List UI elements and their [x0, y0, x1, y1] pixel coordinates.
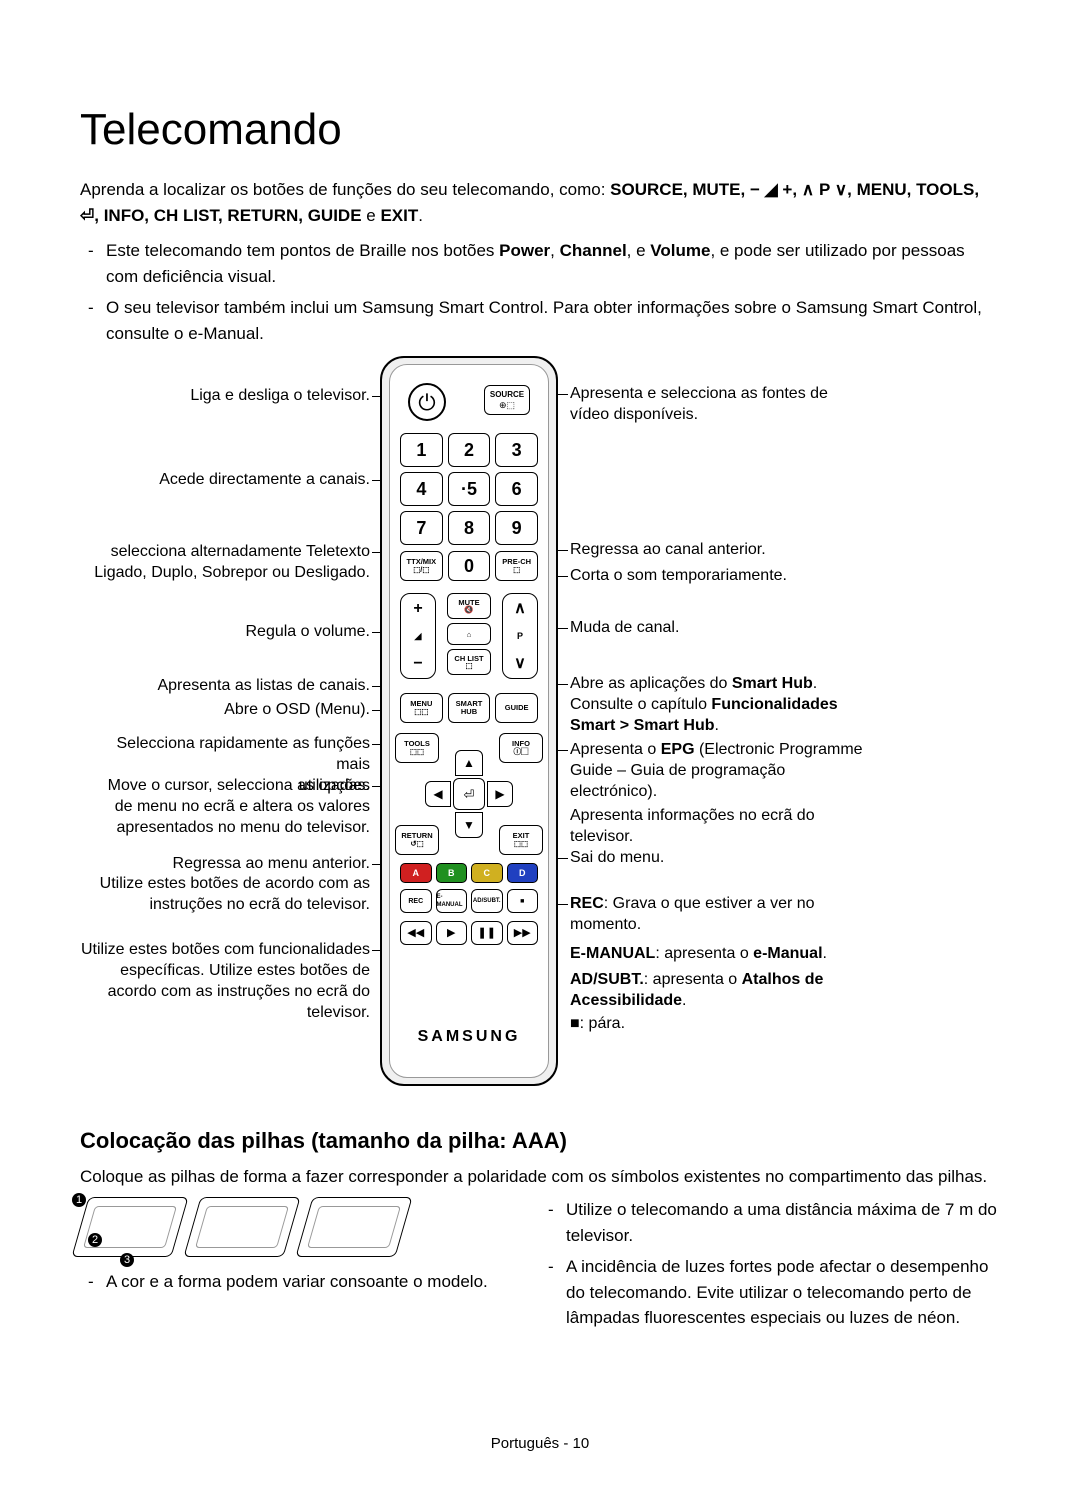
callout-power: Liga e desliga o televisor. — [80, 386, 370, 407]
callout-transport: Utilize estes botões com funcionalidades… — [80, 940, 370, 1023]
battery-figures: 1 2 3 — [80, 1197, 500, 1257]
intro-paragraph: Aprenda a localizar os botões de funções… — [80, 177, 1000, 228]
callout-info: Apresenta informações no ecrã doteleviso… — [570, 806, 970, 848]
rec-button: REC — [400, 889, 432, 913]
power-button: ⏻ — [408, 383, 446, 421]
callout-source: Apresenta e selecciona as fontes devídeo… — [570, 384, 970, 426]
callout-stop: ■: pára. — [570, 1014, 970, 1035]
dpad-enter-icon: ⏎ — [453, 778, 485, 810]
color-d-button: D — [507, 863, 539, 883]
callout-volume: Regula o volume. — [80, 622, 370, 643]
callout-emanual: E-MANUAL: apresenta o e-Manual. — [570, 944, 970, 965]
play-button: ▶ — [436, 921, 468, 945]
chlist-button: CH LIST⬚ — [447, 649, 491, 675]
dpad-right-icon: ▶ — [487, 781, 513, 807]
channel-rocker: ∧ P ∨ — [502, 593, 538, 679]
rewind-button: ◀◀ — [400, 921, 432, 945]
battery-note-distance: Utilize o telecomando a uma distância má… — [566, 1197, 1000, 1248]
volume-rocker: + ◢ − — [400, 593, 436, 679]
emanual-button: E-MANUAL — [436, 889, 468, 913]
ttx-button: TTX/MIX⬚/⬚ — [400, 551, 443, 581]
prech-button: PRE-CH⬚ — [495, 551, 538, 581]
num-9: 9 — [495, 511, 538, 545]
brand-logo: SAMSUNG — [390, 1026, 548, 1048]
num-8: 8 — [448, 511, 491, 545]
dpad-up-icon: ▲ — [455, 750, 483, 776]
callout-menu: Abre o OSD (Menu). — [80, 700, 370, 721]
mute-button: MUTE🔇 — [447, 593, 491, 619]
callout-return: Regressa ao menu anterior. — [80, 854, 370, 875]
adsubt-button: AD/SUBT. — [471, 889, 503, 913]
num-4: 4 — [400, 472, 443, 506]
stop-button: ■ — [507, 889, 539, 913]
callout-channel: Muda de canal. — [570, 618, 970, 639]
num-1: 1 — [400, 433, 443, 467]
battery-note-left: A cor e a forma podem variar consoante o… — [106, 1269, 500, 1295]
num-3: 3 — [495, 433, 538, 467]
callout-chlist: Apresenta as listas de canais. — [80, 676, 370, 697]
intro-bullets: Este telecomando tem pontos de Braille n… — [80, 238, 1000, 346]
callout-exit: Sai do menu. — [570, 848, 970, 869]
page-title: Telecomando — [80, 100, 1000, 159]
smarthub-button: SMARTHUB — [448, 693, 491, 723]
guide-button: GUIDE — [495, 693, 538, 723]
home-icon: ⌂ — [447, 623, 491, 645]
dpad-down-icon: ▼ — [455, 812, 483, 838]
callout-mute: Corta o som temporariamente. — [570, 566, 970, 587]
battery-note-light: A incidência de luzes fortes pode afecta… — [566, 1254, 1000, 1331]
callout-rec: REC: Grava o que estiver a ver nomomento… — [570, 894, 970, 936]
num-6: 6 — [495, 472, 538, 506]
callout-ttx: selecciona alternadamente TeletextoLigad… — [80, 542, 370, 584]
battery-heading: Colocação das pilhas (tamanho da pilha: … — [80, 1126, 1000, 1156]
menu-button: MENU⬚⬚ — [400, 693, 443, 723]
color-c-button: C — [471, 863, 503, 883]
num-7: 7 — [400, 511, 443, 545]
callout-dpad: Move o cursor, selecciona as opçõesde me… — [80, 776, 370, 838]
ffwd-button: ▶▶ — [507, 921, 539, 945]
callout-smarthub: Abre as aplicações do Smart Hub. Consult… — [570, 674, 970, 736]
dpad-left-icon: ◀ — [425, 781, 451, 807]
dpad: ▲ ▼ ◀ ▶ ⏎ — [425, 750, 513, 838]
battery-intro: Coloque as pilhas de forma a fazer corre… — [80, 1166, 1000, 1189]
callout-prech: Regressa ao canal anterior. — [570, 540, 970, 561]
color-a-button: A — [400, 863, 432, 883]
bullet-braille: Este telecomando tem pontos de Braille n… — [106, 238, 1000, 289]
callout-guide: Apresenta o EPG (Electronic Programme Gu… — [570, 740, 970, 802]
pause-button: ❚❚ — [471, 921, 503, 945]
callout-adsubt: AD/SUBT.: apresenta o Atalhos de Acessib… — [570, 970, 970, 1012]
num-2: 2 — [448, 433, 491, 467]
num-0: 0 — [448, 551, 491, 581]
callout-numpad: Acede directamente a canais. — [80, 470, 370, 491]
source-button: SOURCE ⊕⬚ — [484, 385, 530, 415]
callout-abcd: Utilize estes botões de acordo com asins… — [80, 874, 370, 916]
color-b-button: B — [436, 863, 468, 883]
remote-body: ⏻ SOURCE ⊕⬚ 1 2 3 4 ·5 6 7 8 9 TTX/MIX⬚/… — [380, 356, 558, 1086]
bullet-smartcontrol: O seu televisor também inclui um Samsung… — [106, 295, 1000, 346]
num-5: ·5 — [448, 472, 491, 506]
remote-diagram: Liga e desliga o televisor. Acede direct… — [80, 356, 1000, 1096]
number-pad: 1 2 3 4 ·5 6 7 8 9 — [400, 433, 538, 545]
page-footer: Português - 10 — [0, 1434, 1080, 1454]
